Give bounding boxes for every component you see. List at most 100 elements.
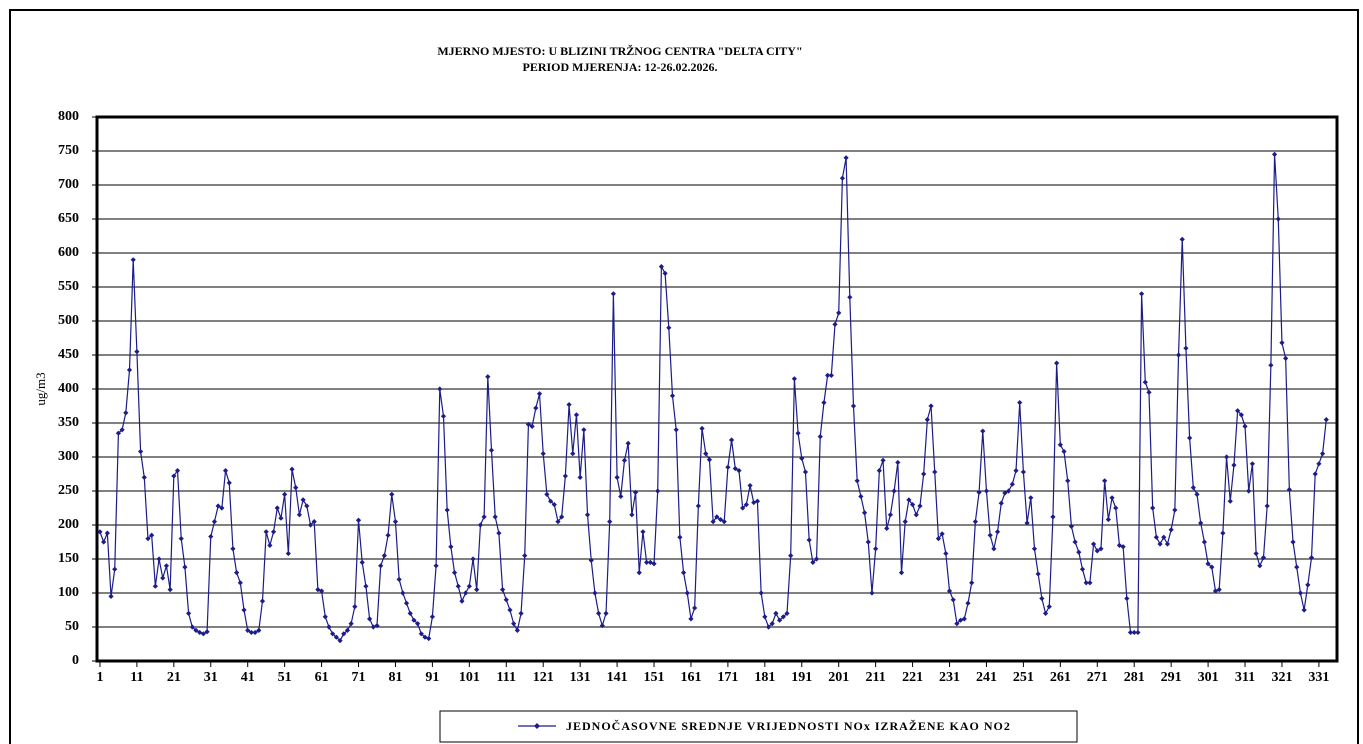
data-point [629, 512, 635, 518]
data-point [533, 405, 539, 411]
data-point [743, 502, 749, 508]
data-point [1212, 588, 1219, 594]
data-point [1094, 548, 1100, 554]
data-point [1065, 478, 1071, 484]
data-point [1301, 607, 1307, 613]
x-tick-label: 231 [939, 670, 960, 685]
data-point [137, 448, 144, 455]
data-point [1017, 400, 1023, 406]
x-tick-label: 91 [425, 670, 439, 685]
data-point [1002, 490, 1008, 496]
y-tick-label: 100 [58, 585, 79, 600]
data-point [747, 482, 753, 489]
data-point [282, 491, 288, 497]
x-tick-label: 11 [130, 670, 143, 685]
data-point [1216, 587, 1222, 593]
data-point [1046, 604, 1052, 610]
data-point [788, 553, 794, 559]
data-point [946, 588, 953, 594]
x-tick-label: 251 [1013, 670, 1034, 685]
x-tick-label: 241 [976, 670, 997, 685]
x-tick-label: 211 [866, 670, 886, 685]
data-point [547, 498, 554, 504]
data-point [607, 519, 613, 525]
data-point [1319, 451, 1326, 457]
data-point [525, 421, 532, 427]
data-point [932, 469, 938, 475]
data-point [522, 553, 528, 559]
data-point [1157, 541, 1163, 547]
data-point [732, 465, 738, 472]
data-point [333, 634, 339, 640]
data-point [625, 440, 631, 446]
x-tick-label: 21 [167, 670, 181, 685]
data-point [865, 539, 871, 545]
data-point [891, 488, 897, 494]
data-point [906, 497, 912, 503]
data-point [614, 474, 620, 480]
data-point [278, 515, 284, 521]
data-point [126, 367, 133, 373]
data-point [839, 175, 846, 181]
data-point [777, 617, 783, 623]
data-point [1105, 516, 1111, 523]
data-point [1297, 590, 1304, 596]
data-point [160, 575, 166, 581]
data-point [610, 291, 616, 297]
data-point [799, 455, 805, 461]
data-point [403, 600, 410, 606]
data-point [677, 534, 683, 540]
data-point [1068, 523, 1075, 529]
data-point [813, 556, 820, 562]
x-tick-label: 181 [754, 670, 775, 685]
data-point [226, 480, 232, 486]
y-tick-label: 300 [58, 449, 79, 464]
data-point [200, 631, 206, 637]
data-point [1127, 629, 1134, 636]
data-point [876, 468, 882, 474]
data-point [836, 310, 842, 316]
data-point [1035, 571, 1041, 577]
data-point [1279, 340, 1285, 346]
legend-marker [534, 723, 540, 729]
data-point [400, 590, 406, 596]
data-point [270, 529, 277, 535]
data-point [850, 403, 857, 409]
data-point [1275, 216, 1281, 222]
data-point [1131, 629, 1137, 636]
data-point [1271, 151, 1278, 157]
data-point [939, 531, 945, 537]
data-point [810, 559, 816, 565]
x-tick-label: 161 [680, 670, 701, 685]
data-point [1253, 550, 1259, 557]
data-line [99, 154, 1327, 642]
data-point [1238, 412, 1244, 418]
data-point [518, 610, 524, 616]
data-point [950, 597, 956, 603]
data-point [378, 563, 384, 569]
data-point [1286, 487, 1292, 493]
data-point [426, 635, 432, 642]
data-point [186, 610, 192, 616]
data-point [1061, 448, 1067, 455]
data-point [330, 631, 336, 637]
data-point [267, 542, 273, 548]
x-tick-label: 81 [388, 670, 402, 685]
data-point [389, 491, 395, 497]
data-point [204, 629, 210, 635]
x-tick-label: 331 [1308, 670, 1329, 685]
data-point [134, 349, 140, 355]
data-point [193, 627, 199, 633]
data-point [101, 539, 107, 545]
data-point [477, 522, 484, 528]
data-point [230, 546, 236, 552]
data-point [470, 556, 476, 562]
data-point [983, 488, 990, 494]
data-point [259, 598, 266, 604]
data-point [954, 621, 960, 627]
data-point [337, 638, 343, 644]
data-point [566, 402, 572, 408]
data-point [385, 532, 391, 538]
y-tick-label: 600 [58, 245, 79, 260]
data-point [559, 514, 565, 520]
